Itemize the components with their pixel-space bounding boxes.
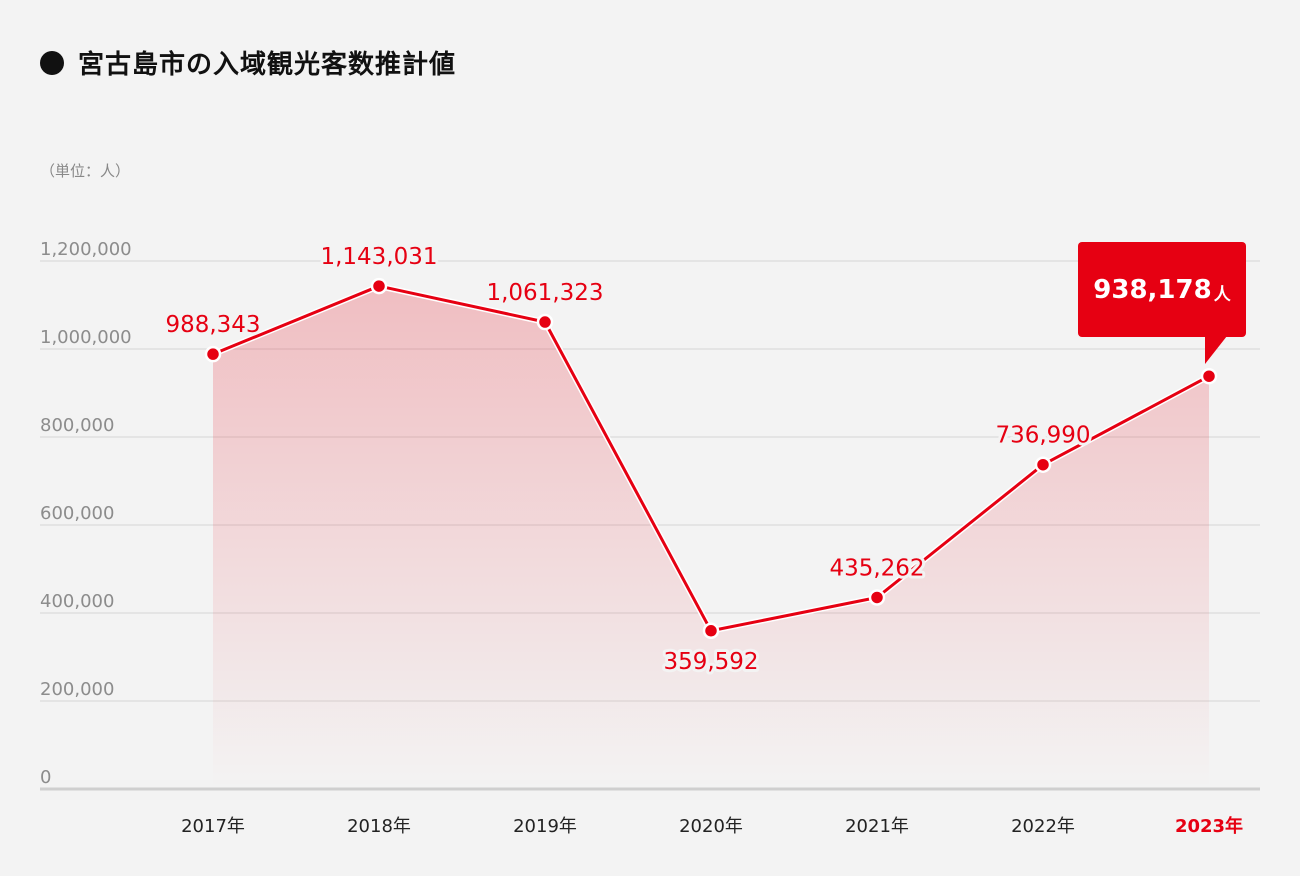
area-fill [213,286,1209,789]
data-point [868,589,886,606]
data-label: 1,061,323 [486,280,603,306]
x-tick-label: 2022年 [1011,816,1075,837]
data-point [1200,367,1218,385]
data-point [204,345,222,363]
x-tick-label: 2018年 [347,816,411,837]
y-tick-label: 1,000,000 [40,327,132,348]
y-tick-label: 1,200,000 [40,239,132,260]
x-tick-label: 2017年 [181,816,245,837]
data-label: 988,343 [165,312,260,338]
highlight-callout: 938,178 人 [1078,242,1246,337]
y-tick-label: 600,000 [40,503,114,524]
x-tick-label: 2019年 [513,816,577,837]
callout-suffix: 人 [1213,285,1231,305]
chart-title-text: 宮古島市の入域観光客数推計値 [78,50,457,80]
data-point [1034,456,1052,473]
title-bullet-icon [40,50,64,75]
data-point [702,622,720,640]
x-tick-label: 2020年 [679,816,743,837]
data-label: 1,143,031 [320,244,437,270]
y-tick-label: 800,000 [40,415,114,436]
callout-pointer [1205,336,1227,364]
data-label: 736,990 [995,423,1090,449]
x-tick-label: 2021年 [845,816,909,837]
data-point [370,277,388,295]
data-point [536,313,554,331]
data-label: 359,592 [663,649,758,675]
x-tick-label: 2023年 [1175,815,1243,837]
y-tick-label: 0 [40,767,51,788]
y-tick-label: 200,000 [40,679,114,700]
callout-value: 938,178 [1093,274,1212,305]
unit-label: （単位：人） [40,162,131,180]
y-tick-label: 400,000 [40,591,114,612]
chart-title: 宮古島市の入域観光客数推計値 [40,44,456,81]
data-label: 435,262 [829,555,924,581]
